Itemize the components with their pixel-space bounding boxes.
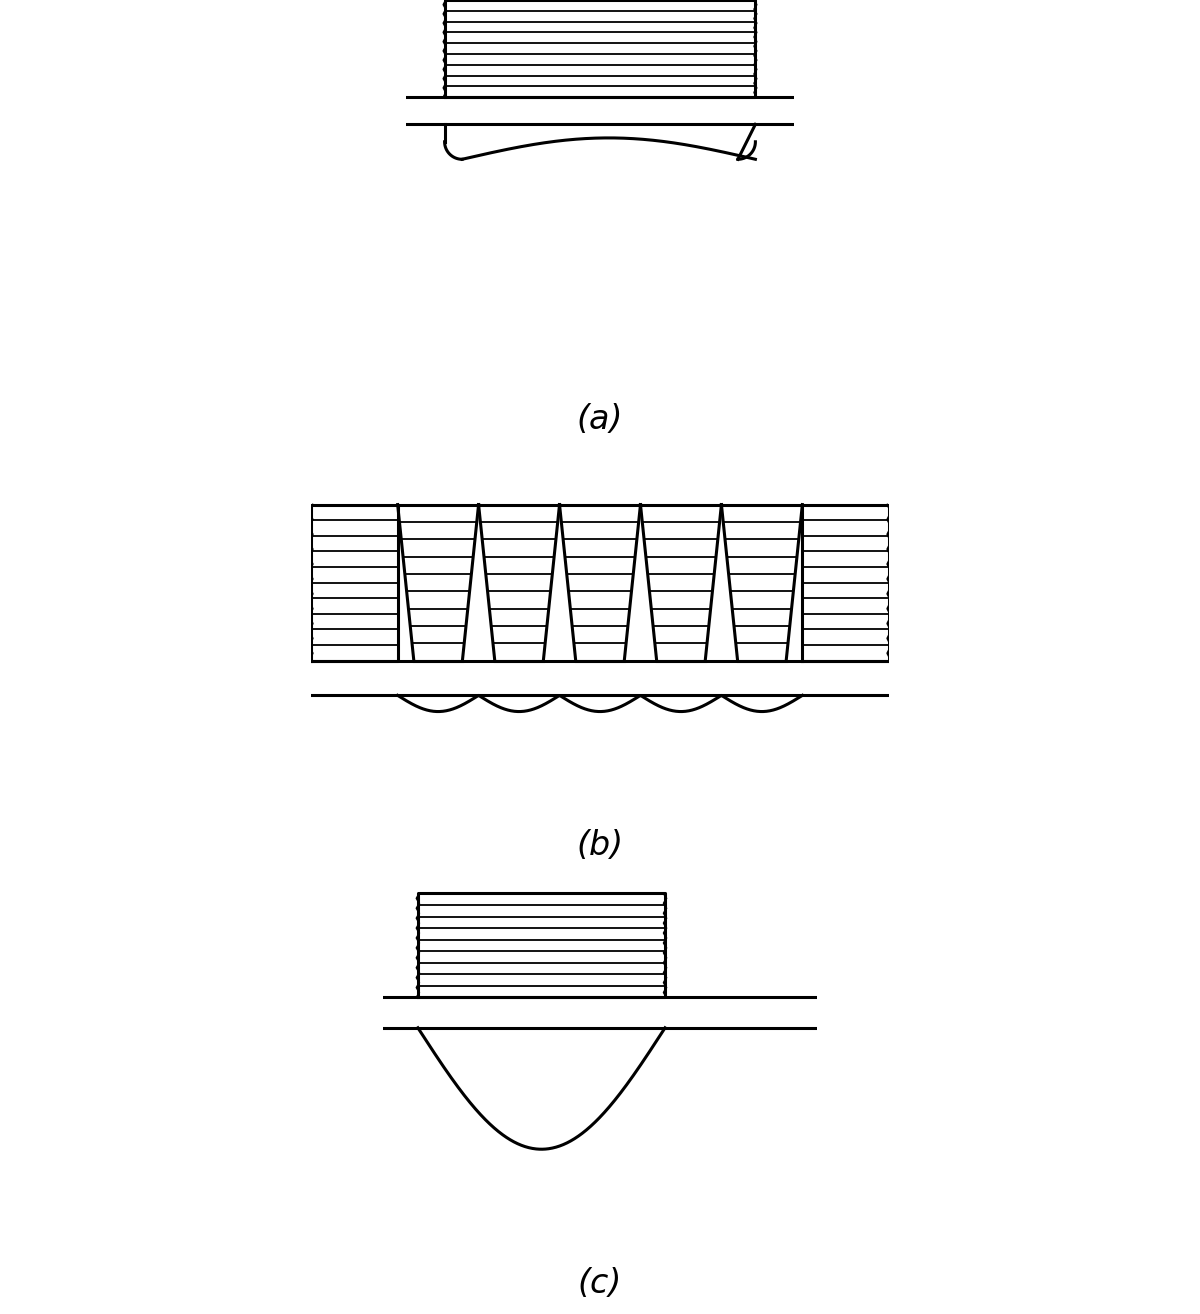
- Text: (a): (a): [577, 403, 623, 436]
- Text: (b): (b): [576, 829, 624, 862]
- Text: (c): (c): [578, 1267, 622, 1300]
